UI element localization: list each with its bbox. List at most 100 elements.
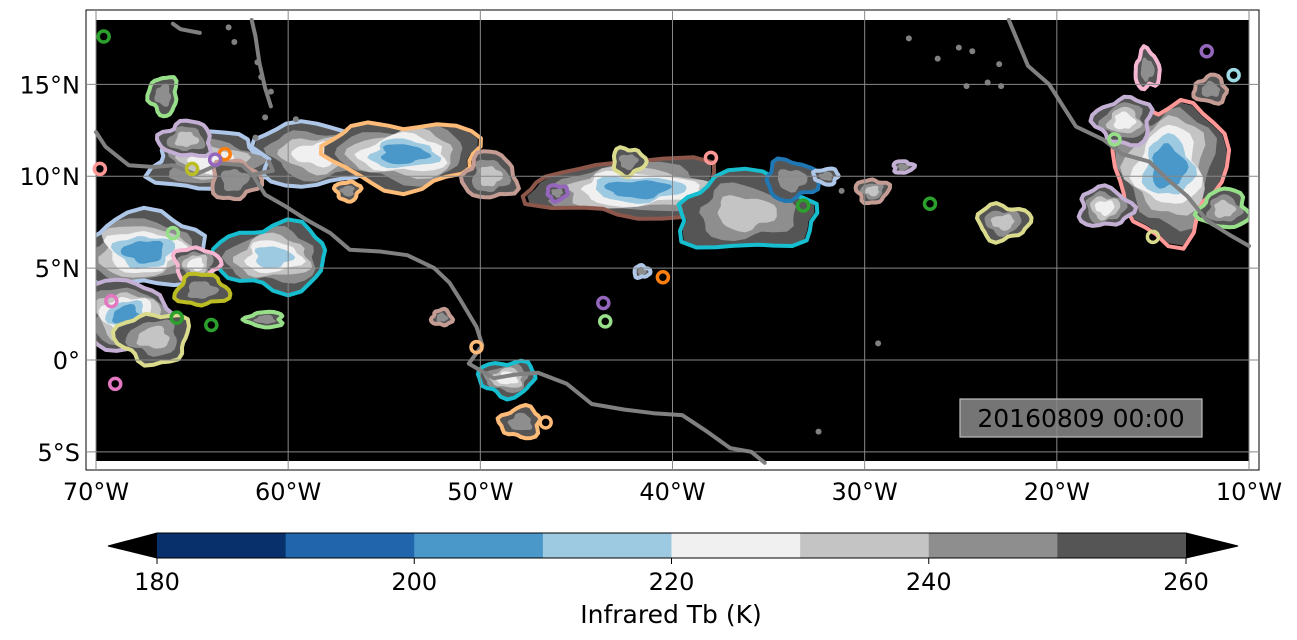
island (934, 55, 941, 62)
island (838, 187, 845, 194)
cloud-outline (331, 179, 364, 204)
cloud-level (604, 180, 673, 200)
colorbar-bin (1057, 533, 1187, 558)
island (231, 39, 238, 46)
cloud-system (209, 217, 328, 298)
colorbar-bin (800, 533, 930, 558)
track-marker (1226, 67, 1241, 83)
colorbar-bin (414, 533, 544, 558)
cloud-outline (611, 145, 649, 180)
cloud-outline (155, 118, 213, 159)
lon-tick-label: 30°W (832, 478, 898, 506)
cloud-system (764, 156, 821, 203)
track-marker (107, 376, 123, 392)
track-marker (207, 152, 223, 167)
cloud-system (170, 245, 224, 285)
cloud-level (1113, 111, 1137, 130)
track-marker (204, 317, 219, 333)
cloud-system (172, 271, 233, 308)
track-marker (96, 29, 111, 44)
cloud-level (1094, 200, 1115, 217)
cloud-outline (428, 306, 456, 328)
track-marker (922, 196, 938, 211)
cloud-outline (145, 75, 179, 119)
cloud-outline (1076, 183, 1139, 228)
cloud-system (428, 306, 456, 328)
cloud-system (545, 183, 570, 204)
island (262, 114, 269, 121)
lon-tick-label: 70°W (63, 478, 129, 506)
lon-tick-label: 10°W (1216, 478, 1282, 506)
lat-tick-label: 10°N (20, 163, 81, 191)
cloud-level (1140, 57, 1155, 82)
lon-tick-label: 40°W (639, 478, 705, 506)
track-marker (104, 293, 119, 309)
cloud-system (632, 263, 653, 280)
island (996, 61, 1003, 68)
cloud-system (145, 75, 179, 119)
colorbar-tick-label: 260 (1163, 568, 1209, 596)
cloud-outline (495, 403, 543, 441)
lat-tick-label: 5°N (35, 255, 80, 283)
track-marker (703, 150, 719, 166)
cloud-system (975, 201, 1034, 245)
colorbar-bin (542, 533, 672, 558)
track-marker (1199, 43, 1214, 59)
gridlines (86, 10, 1259, 470)
cloud-outline (891, 159, 917, 175)
track-marker (1107, 132, 1122, 147)
timestamp-background (959, 398, 1203, 438)
island (267, 88, 274, 95)
cloud-level (154, 83, 172, 107)
cloud-level (187, 281, 220, 299)
cloud-level (990, 214, 1015, 231)
lat-tick-labels: 15°N 10°N 5°N 0° 5°S (20, 71, 81, 467)
track-marker (1145, 229, 1161, 245)
coastline (94, 130, 767, 465)
colorbar-bins (157, 533, 1187, 558)
cloud-level (339, 185, 355, 197)
cloud-system (611, 145, 649, 180)
cloud-system (111, 311, 191, 368)
coastline (1006, 18, 1251, 248)
track-marker (597, 314, 613, 329)
cloud-outline (975, 201, 1034, 245)
cloud-level (618, 154, 639, 171)
cloud-system (318, 120, 483, 197)
track-marker (655, 270, 671, 285)
cloud-outline (172, 271, 233, 308)
colorbar-bin (671, 533, 801, 558)
island (225, 24, 232, 31)
colorbar-bin (157, 533, 287, 558)
cloud-system (1192, 186, 1249, 230)
cloud-level (120, 240, 164, 264)
cloud-outline (475, 358, 538, 402)
cloud-level (220, 168, 250, 192)
coastline-layer (94, 18, 1251, 465)
island (258, 73, 265, 80)
cloud-outline (1088, 94, 1155, 148)
island (969, 48, 976, 55)
colorbar-title: Infrared Tb (K) (580, 600, 762, 629)
track-marker (165, 225, 181, 241)
colorbar-tick-label: 240 (906, 568, 952, 596)
lon-tick-label: 60°W (255, 478, 321, 506)
cloud-level (136, 325, 170, 349)
cloud-level (1214, 199, 1237, 218)
island (252, 134, 259, 141)
cloud-level (381, 144, 432, 165)
track-marker (596, 295, 611, 311)
track-marker (469, 339, 484, 355)
lat-tick-label: 0° (53, 347, 80, 375)
cloud-outline (240, 309, 285, 330)
colorbar-under-arrow (108, 533, 157, 558)
timestamp-box: 20160809 00:00 (959, 398, 1203, 438)
cloud-outline (1133, 44, 1162, 92)
cloud-system (891, 159, 917, 175)
cloud-system (240, 309, 285, 330)
track-marker (169, 310, 184, 325)
colorbar-ticks: 180 200 220 240 260 (134, 558, 1209, 596)
lon-tick-label: 50°W (447, 478, 513, 506)
coastline (170, 21, 202, 35)
